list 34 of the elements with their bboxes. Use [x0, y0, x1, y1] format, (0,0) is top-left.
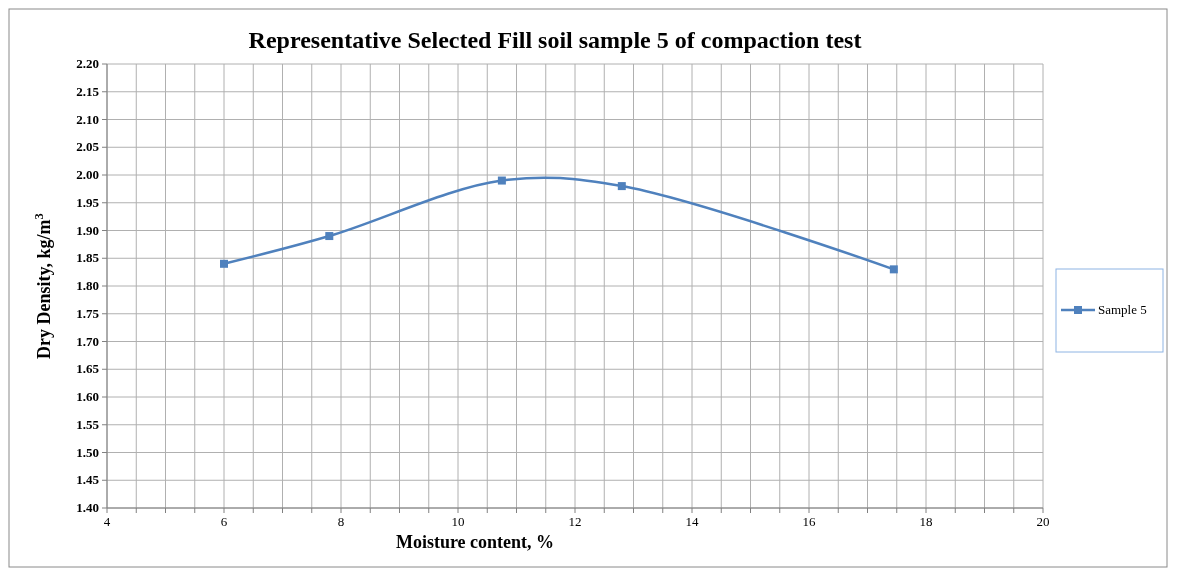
- point: [889, 265, 898, 274]
- x-tick-label: 20: [1036, 514, 1050, 529]
- y-tick-label: 1.65: [76, 361, 100, 377]
- x-tick-label: 12: [568, 514, 582, 529]
- y-tick-label: 1.50: [76, 444, 99, 460]
- y-tick-label: 2.20: [76, 56, 99, 71]
- x-tick-label: 14: [685, 514, 699, 529]
- x-tick-label: 8: [337, 514, 345, 529]
- y-tick-label: 1.40: [76, 500, 99, 515]
- y-tick-label: 1.70: [76, 333, 99, 349]
- legend-label: Sample 5: [1098, 302, 1147, 317]
- x-tick-label: 16: [802, 514, 816, 529]
- x-tick-label: 4: [103, 514, 111, 529]
- y-tick-label: 1.95: [76, 194, 100, 210]
- y-tick-label: 2.10: [76, 111, 99, 127]
- y-tick-label: 2.15: [76, 83, 100, 99]
- y-tick-label: 1.55: [76, 416, 100, 432]
- x-tick-label: 10: [451, 514, 465, 529]
- y-tick-label: 2.05: [76, 139, 100, 155]
- x-axis-title: Moisture content, %: [395, 532, 555, 552]
- y-tick-label: 1.90: [76, 222, 99, 238]
- y-tick-label: 1.80: [76, 278, 99, 293]
- point: [220, 259, 228, 268]
- point: [617, 182, 626, 191]
- x-tick-label: 18: [919, 514, 933, 529]
- y-tick-label: 1.45: [76, 472, 100, 488]
- x-tick-label: 6: [220, 514, 228, 529]
- y-tick-label: 1.85: [76, 250, 100, 266]
- point: [497, 176, 506, 185]
- y-tick-label: 1.75: [76, 305, 100, 321]
- point: [325, 232, 334, 241]
- chart-title: Representative Selected Fill soil sample 5 of compaction test: [248, 27, 862, 53]
- y-tick-label: 2.00: [76, 167, 99, 182]
- y-tick-label: 1.60: [76, 389, 99, 404]
